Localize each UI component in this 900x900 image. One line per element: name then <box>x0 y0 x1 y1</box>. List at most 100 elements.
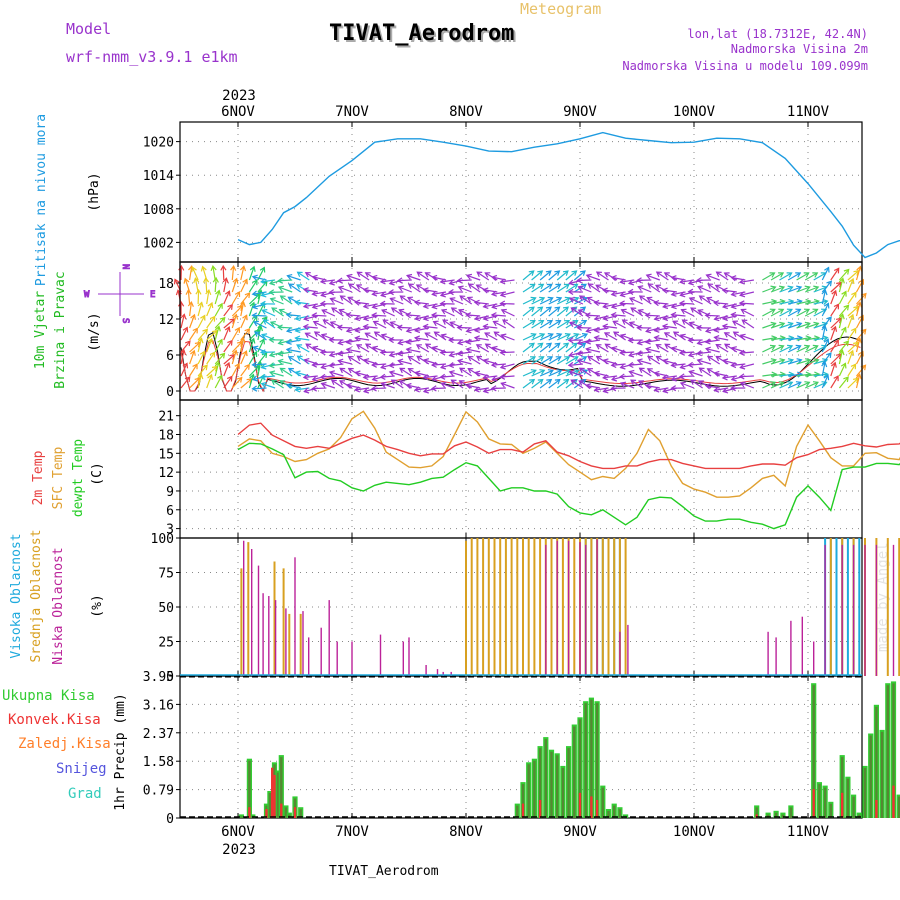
wind-arrow-head <box>715 343 722 350</box>
wind-arrow <box>855 266 861 281</box>
wind-arrow <box>654 336 669 341</box>
wind-arrow-head <box>475 284 482 290</box>
wind-arrow-head <box>568 279 575 286</box>
wind-arrow <box>714 336 729 341</box>
wind-arrow-head <box>484 272 491 278</box>
wind-arrow <box>248 315 258 329</box>
wind-arrow-head <box>439 278 446 285</box>
wind-arrow-head <box>364 332 371 338</box>
wind-arrow <box>556 356 570 365</box>
wind-arrow-head <box>261 309 268 315</box>
date-label-bottom: 7NOV <box>335 824 369 840</box>
wind-gust-line <box>180 340 861 393</box>
wind-arrow <box>847 341 859 353</box>
wind-arrow <box>638 286 652 293</box>
wind-arrow <box>214 326 220 341</box>
wind-arrow-head <box>456 350 463 357</box>
wind-arrow <box>779 272 792 281</box>
wind-arrow <box>722 325 737 329</box>
wind-arrow-head <box>379 278 386 285</box>
wind-arrow-head <box>529 319 536 326</box>
wind-arrow <box>476 344 490 353</box>
wind-arrow-head <box>431 303 438 310</box>
wind-arrow <box>855 302 861 317</box>
wind-arrow-head <box>499 349 506 356</box>
wind-arrow <box>491 314 506 317</box>
wind-arrow-head <box>611 346 618 352</box>
sfc-temp-line <box>237 410 900 498</box>
wind-arrow-head <box>304 332 311 338</box>
wind-arrow-head <box>190 313 196 320</box>
wind-arrow-head <box>212 276 219 283</box>
wind-arrow <box>400 295 413 305</box>
wind-arrow-head <box>529 342 535 349</box>
wind-arrow <box>459 295 473 305</box>
wind-arrow <box>539 283 553 293</box>
wind-arrow <box>261 375 276 378</box>
wind-arrow <box>821 303 829 317</box>
wind-arrow <box>796 381 810 389</box>
wind-arrow <box>355 337 370 341</box>
wind-arrow-head <box>730 346 737 353</box>
wind-arrow-head <box>439 373 446 380</box>
wind-arrow-head <box>379 373 386 380</box>
wind-arrow <box>214 353 225 365</box>
wind-arrow-head <box>836 281 842 288</box>
wind-arrow <box>770 373 785 377</box>
wind-arrow-head <box>226 375 233 382</box>
precip-bar-inner <box>601 787 604 818</box>
wind-arrow-head <box>554 270 561 276</box>
date-label-top: 10NOV <box>673 104 716 120</box>
wind-arrow-head <box>197 301 204 308</box>
wind-arrow-head <box>249 265 256 272</box>
wind-arrow-head <box>322 319 329 325</box>
wind-arrow-head <box>277 350 284 357</box>
wind-arrow-head <box>538 283 545 290</box>
wind-arrow-head <box>848 313 855 320</box>
wind-arrow-head <box>568 351 575 358</box>
wind-arrow-head <box>414 315 421 322</box>
wind-arrow-head <box>259 349 266 356</box>
wind-arrow <box>531 342 543 353</box>
wind-arrow <box>212 266 216 281</box>
wind-arrow-head <box>379 349 386 356</box>
wind-arrow-head <box>595 355 602 362</box>
wind-arrow-head <box>585 273 592 280</box>
wind-arrow-head <box>190 349 196 356</box>
wind-arrow <box>707 355 721 365</box>
wind-arrow-head <box>183 277 190 284</box>
wind-arrow <box>312 346 327 353</box>
station-title: TIVAT_Aerodrom <box>331 23 516 48</box>
wind-arrow <box>838 350 843 365</box>
wind-arrow-head <box>670 290 677 297</box>
wind-arrow <box>425 332 438 341</box>
wind-arrow <box>579 295 592 305</box>
wind-arrow-head <box>251 385 258 392</box>
wind-arrow-head <box>679 381 686 388</box>
wind-arrow-head <box>731 320 739 326</box>
precip-bar-convective <box>892 785 895 818</box>
wind-arrow <box>214 375 223 389</box>
wind-arrow-head <box>570 307 577 313</box>
wind-arrow <box>672 320 686 329</box>
wind-arrow-head <box>730 375 737 382</box>
wind-arrow <box>588 283 601 293</box>
precip-bar-inner <box>561 767 565 818</box>
wind-arrow <box>500 279 515 283</box>
wind-arrow-head <box>330 379 337 385</box>
wind-arrow-head <box>730 311 737 318</box>
wind-arrow <box>466 274 481 281</box>
wind-arrow-head <box>296 355 303 362</box>
wind-arrow <box>440 363 455 369</box>
wind-arrow-head <box>287 356 294 362</box>
wind-arrow-head <box>787 358 795 365</box>
wind-arrow-head <box>229 354 236 360</box>
wind-arrow-head <box>356 271 363 278</box>
wind-arrow-head <box>779 358 786 364</box>
wind-arrow-head <box>554 342 561 349</box>
wind-arrow <box>689 370 703 377</box>
wind-arrow-head <box>696 350 703 357</box>
wind-arrow-head <box>381 308 388 315</box>
wind-arrow-head <box>414 370 421 377</box>
wind-arrow <box>630 307 644 317</box>
